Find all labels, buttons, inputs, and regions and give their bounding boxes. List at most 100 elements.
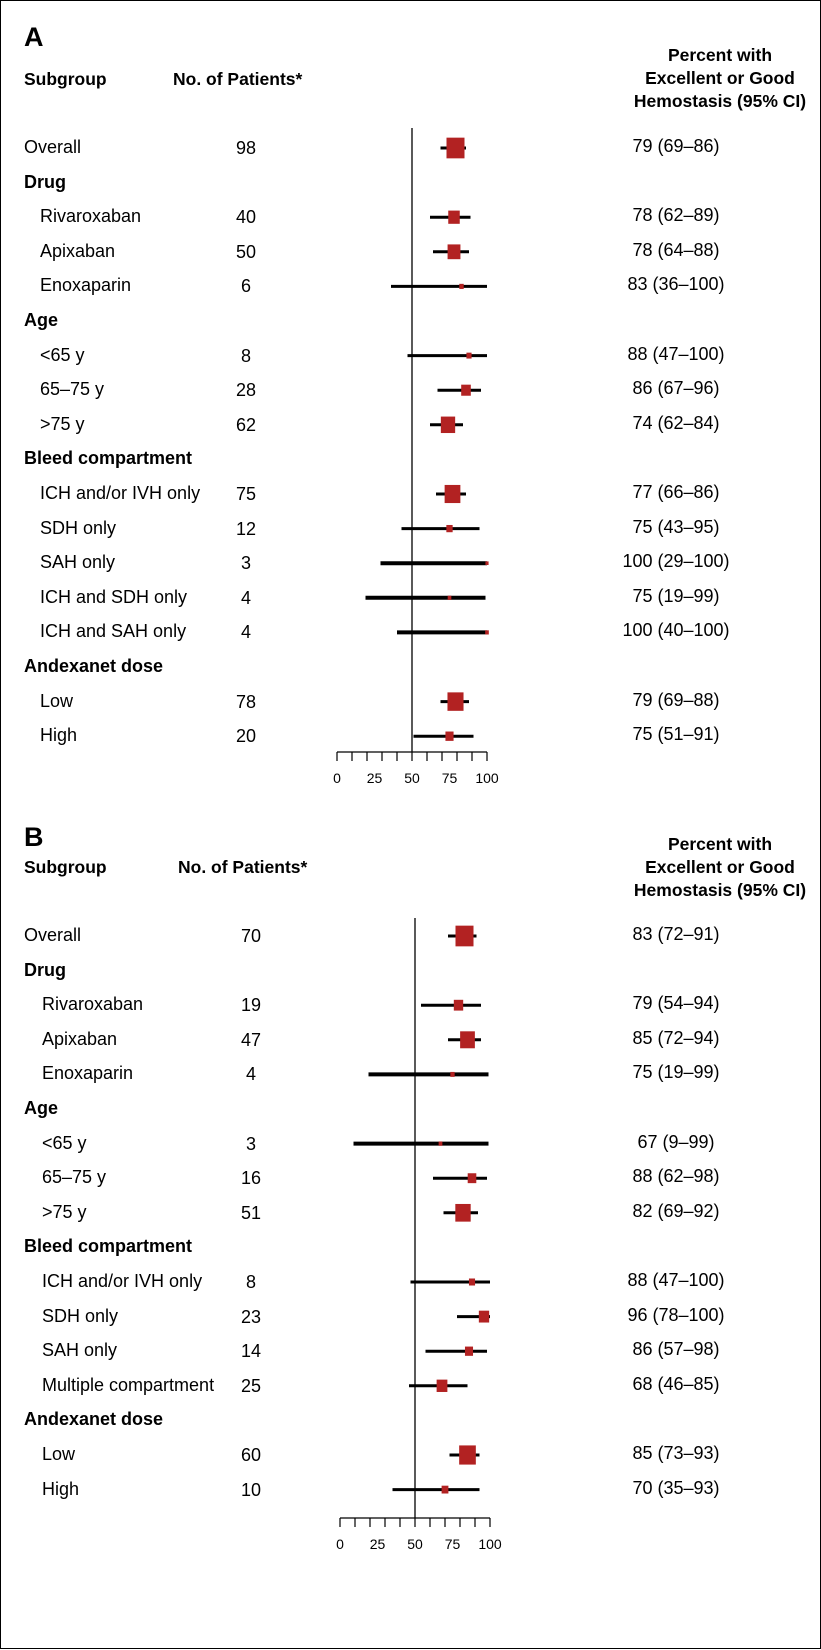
patient-count: 10	[240, 1479, 262, 1500]
group-label: Andexanet dose	[24, 656, 164, 676]
ci-value: 75 (51–91)	[632, 724, 720, 745]
panel-letter: B	[24, 822, 44, 852]
subgroup-label: High	[42, 1478, 80, 1499]
estimate-square	[460, 1031, 475, 1049]
patient-count: 40	[235, 207, 257, 228]
panel-a: A Subgroup No. of Patients* Percent with…	[0, 0, 821, 812]
estimate-square	[447, 244, 461, 260]
estimate-square	[466, 352, 472, 359]
subgroup-label: >75 y	[42, 1201, 87, 1222]
ci-value: 86 (67–96)	[632, 378, 720, 399]
estimate-square	[441, 1485, 449, 1494]
panel-b: B Subgroup No. of Patients* Percent with…	[0, 812, 821, 1650]
group-label: Bleed compartment	[24, 1236, 193, 1257]
subgroup-label: Low	[42, 1444, 76, 1464]
group-label: Andexanet dose	[24, 1409, 164, 1430]
estimate-square	[446, 137, 465, 159]
patient-count: 47	[240, 1029, 262, 1050]
subgroup-label: ICH and/or IVH only	[40, 483, 201, 503]
subgroup-label: Rivaroxaban	[42, 994, 144, 1015]
x-tick-label: 50	[407, 1536, 423, 1552]
ci-value: 74 (62–84)	[632, 412, 720, 433]
ci-value: 82 (69–92)	[632, 1200, 720, 1221]
subgroup-label: >75 y	[40, 413, 85, 434]
ci-value: 100 (40–100)	[622, 620, 730, 641]
patient-count: 14	[240, 1341, 262, 1362]
subgroup-label: <65 y	[40, 344, 85, 365]
patient-count: 28	[235, 380, 257, 401]
estimate-square	[447, 595, 452, 600]
patient-count: 78	[235, 691, 257, 712]
subgroup-label: SAH only	[40, 552, 116, 573]
header-ci-line-3: Hemostasis (95% CI)	[633, 880, 807, 900]
subgroup-label: 65–75 y	[42, 1167, 107, 1188]
subgroup-label: Apixaban	[40, 240, 116, 261]
patient-count: 3	[240, 553, 251, 574]
ci-value: 85 (73–93)	[632, 1443, 720, 1463]
header-ci-line-1: Percent with	[667, 834, 773, 854]
subgroup-label: SAH only	[42, 1340, 118, 1361]
group-label: Age	[24, 310, 59, 330]
frame-top-border	[0, 0, 821, 1]
ci-value: 75 (43–95)	[632, 516, 720, 537]
header-ci-line-2: Excellent or Good	[645, 857, 795, 877]
ci-value: 100 (29–100)	[622, 551, 730, 572]
ci-value: 68 (46–85)	[632, 1373, 720, 1394]
header-ci: Percent with Excellent or Good Hemostasi…	[625, 44, 815, 113]
patient-count: 12	[235, 518, 257, 539]
header-ci-line-1: Percent with	[667, 45, 773, 65]
panel-letter: A	[24, 22, 44, 52]
estimate-square	[453, 999, 464, 1011]
patient-count: 51	[240, 1202, 262, 1223]
forest-plot: 0 25 50 75 100	[336, 918, 502, 1552]
patient-count: 4	[240, 622, 251, 643]
header-subgroup: Subgroup	[24, 69, 107, 89]
ci-value: 78 (62–89)	[632, 205, 720, 226]
patient-count: 4	[245, 1064, 256, 1085]
estimate-square	[478, 1310, 490, 1323]
subgroup-label: High	[40, 725, 78, 746]
estimate-square	[468, 1278, 476, 1286]
subgroup-label: Apixaban	[42, 1028, 118, 1049]
patient-count: 25	[240, 1375, 262, 1396]
patient-count: 16	[240, 1168, 262, 1189]
group-label: Drug	[24, 959, 66, 980]
estimate-square	[455, 1203, 471, 1222]
subgroup-label: 65–75 y	[40, 379, 105, 400]
x-tick-label: 100	[475, 770, 499, 786]
subgroup-label: Rivaroxaban	[40, 206, 142, 227]
estimate-square	[447, 692, 464, 711]
x-tick-label: 75	[442, 770, 458, 786]
subgroup-label: SDH only	[40, 517, 117, 538]
estimate-square	[436, 1379, 448, 1392]
subgroup-label: SDH only	[42, 1305, 119, 1326]
forest-plot: 0 25 50 75 100	[333, 128, 499, 786]
ci-value: 83 (36–100)	[627, 274, 725, 295]
estimate-square	[446, 524, 453, 533]
subgroup-label: ICH and/or IVH only	[42, 1271, 203, 1291]
patient-count: 8	[240, 345, 251, 366]
subgroup-label: ICH and SDH only	[40, 586, 188, 607]
patient-count: 20	[235, 726, 257, 747]
patient-count: 3	[245, 1133, 256, 1154]
estimate-square	[459, 1445, 476, 1465]
estimate-square	[438, 1141, 443, 1146]
ci-value: 77 (66–86)	[632, 482, 720, 502]
estimate-square	[467, 1173, 477, 1184]
estimate-square	[455, 925, 474, 947]
x-tick-label: 0	[336, 1536, 344, 1552]
x-tick-label: 25	[370, 1536, 386, 1552]
x-tick-label: 50	[404, 770, 420, 786]
group-label: Drug	[24, 171, 66, 192]
ci-value: 96 (78–100)	[627, 1304, 725, 1325]
subgroup-label: Overall	[24, 137, 82, 157]
group-label: Age	[24, 1098, 59, 1118]
subgroup-label: Low	[40, 690, 74, 711]
header-subgroup: Subgroup	[24, 857, 107, 877]
estimate-square	[459, 283, 464, 289]
patient-count: 19	[240, 995, 262, 1016]
x-tick-label: 75	[445, 1536, 461, 1552]
ci-value: 88 (62–98)	[632, 1166, 720, 1187]
ci-value: 67 (9–99)	[637, 1131, 715, 1152]
patient-count: 98	[235, 138, 257, 158]
